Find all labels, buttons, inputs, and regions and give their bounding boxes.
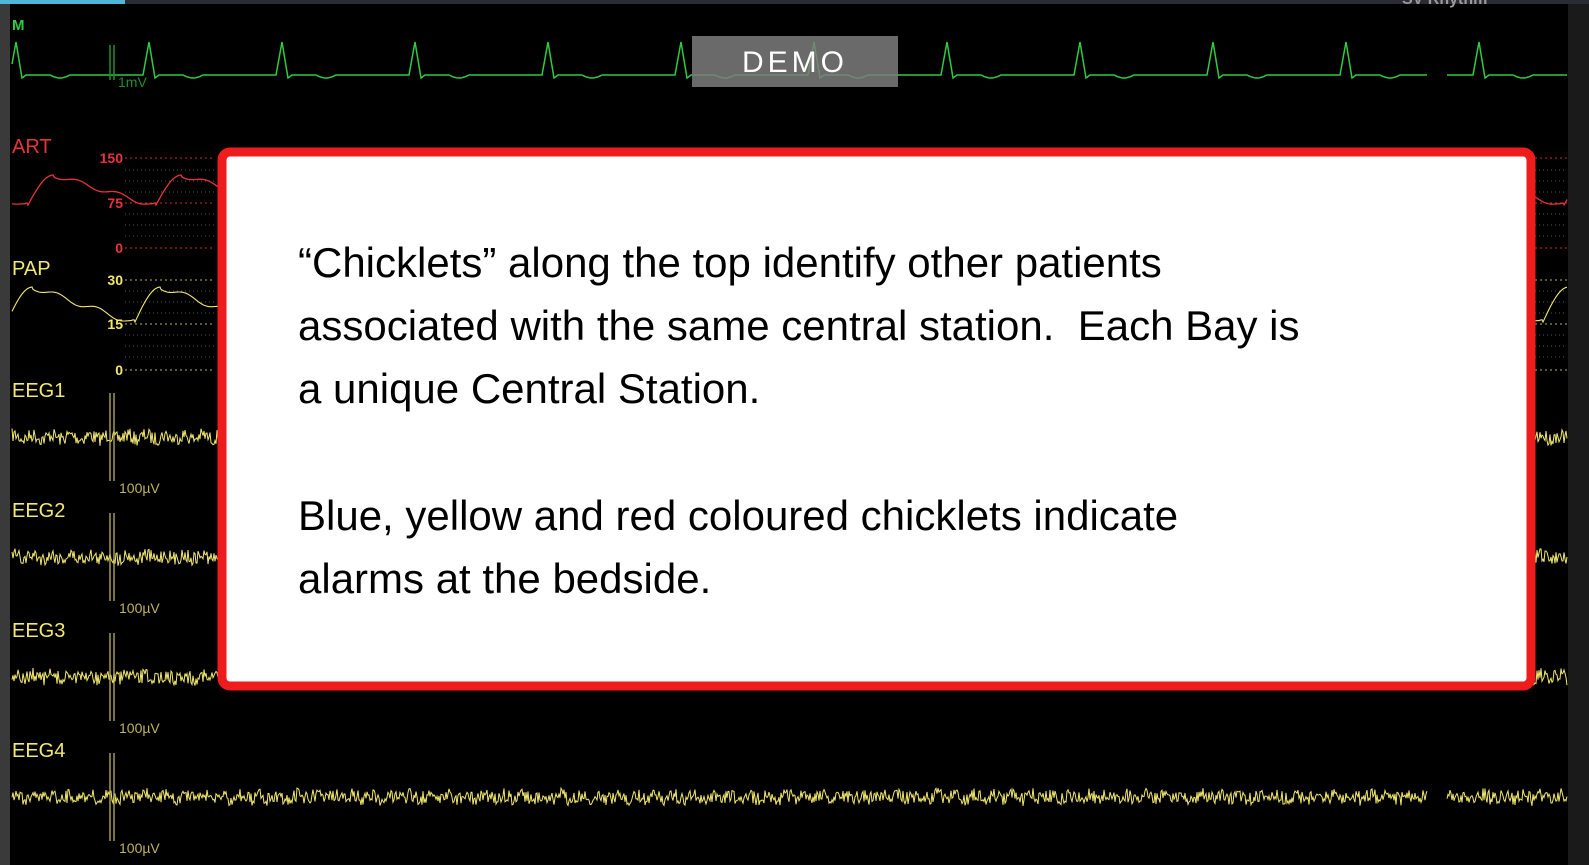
- eeg-label: EEG2: [12, 500, 65, 522]
- top-bar-accent: [0, 0, 125, 4]
- pap-scale-mid: 15: [107, 316, 123, 332]
- demo-text: DEMO: [742, 46, 848, 79]
- eeg-label: EEG4: [12, 740, 65, 762]
- pap-label: PAP: [12, 258, 51, 280]
- rhythm-status: SV Rhythm: [1402, 0, 1487, 8]
- eeg-calibration: [109, 753, 115, 841]
- eeg-calibration: [109, 393, 115, 481]
- eeg-labels: EEG1 100µV EEG2 100µV EEG3 100µV EEG4 100µV: [12, 380, 160, 856]
- eeg-label: EEG3: [12, 620, 65, 642]
- callout-line: Blue, yellow and red coloured chicklets …: [298, 492, 1178, 539]
- art-scale-top: 150: [100, 150, 124, 166]
- eeg-trace: [11, 786, 1568, 807]
- ecg-calibration: [109, 45, 115, 80]
- right-edge: [1568, 0, 1589, 865]
- art-scale-bottom: 0: [115, 240, 123, 256]
- callout-line: alarms at the bedside.: [298, 555, 711, 602]
- pap-scale-bottom: 0: [115, 362, 123, 378]
- eeg-scale: 100µV: [119, 480, 160, 496]
- callout-text: “Chicklets” along the top identify other…: [298, 239, 1300, 602]
- callout-line: a unique Central Station.: [298, 365, 760, 412]
- ecg-scale: 1mV: [118, 74, 147, 90]
- eeg-label: EEG1: [12, 380, 65, 402]
- callout-box: [217, 147, 1536, 691]
- eeg-scale: 100µV: [119, 840, 160, 856]
- eeg-calibration: [109, 513, 115, 601]
- top-bar: [0, 0, 1589, 4]
- eeg-scale: 100µV: [119, 600, 160, 616]
- left-edge: [0, 0, 10, 865]
- ecg-lead: M: [12, 17, 25, 34]
- eeg-scale: 100µV: [119, 720, 160, 736]
- callout-line: “Chicklets” along the top identify other…: [298, 239, 1162, 286]
- pap-scale-top: 30: [107, 272, 123, 288]
- eeg-calibration: [109, 633, 115, 721]
- callout-line: associated with the same central station…: [298, 302, 1300, 349]
- demo-badge: [692, 36, 898, 87]
- art-scale-mid: 75: [107, 195, 123, 211]
- art-label: ART: [12, 136, 52, 158]
